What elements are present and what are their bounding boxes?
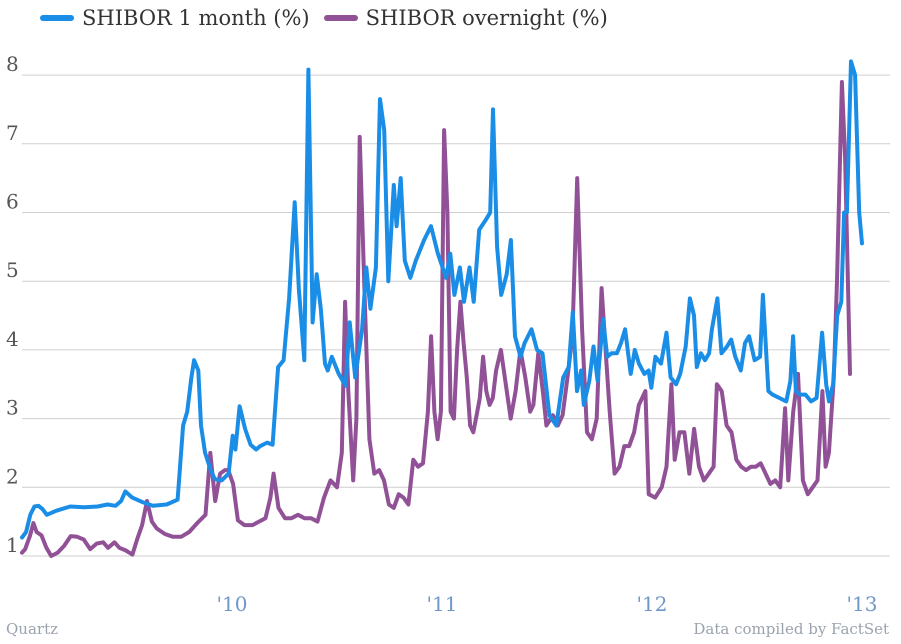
y-tick-label: 1: [6, 533, 19, 557]
y-axis-ticks: 1 2 3 4 5 6 7 8: [6, 52, 19, 557]
grid-lines: [22, 74, 890, 557]
legend-swatch-1month: [40, 15, 74, 21]
x-tick-label: '13: [847, 592, 878, 616]
legend-label-overnight: SHIBOR overnight (%): [365, 6, 608, 30]
x-tick-label: '12: [637, 592, 668, 616]
data-credit: Data compiled by FactSet: [693, 620, 889, 638]
legend-swatch-overnight: [323, 15, 358, 21]
y-tick-label: 4: [6, 327, 19, 351]
y-tick-label: 7: [6, 121, 19, 145]
x-tick-label: '10: [217, 592, 248, 616]
source-credit: Quartz: [6, 620, 59, 638]
legend: SHIBOR 1 month (%) SHIBOR overnight (%): [40, 6, 622, 30]
y-tick-label: 6: [6, 190, 19, 214]
legend-item-1month: SHIBOR 1 month (%): [40, 6, 310, 30]
y-tick-label: 2: [6, 464, 19, 488]
legend-item-overnight: SHIBOR overnight (%): [323, 6, 608, 30]
legend-label-1month: SHIBOR 1 month (%): [82, 6, 310, 30]
y-tick-label: 5: [6, 258, 19, 282]
y-tick-label: 8: [6, 52, 19, 76]
y-tick-label: 3: [6, 396, 19, 420]
x-tick-label: '11: [427, 592, 458, 616]
series-line-1month: [20, 59, 864, 540]
series-lines: [20, 59, 864, 558]
series-line-overnight: [20, 80, 852, 558]
x-axis-ticks: '10 '11 '12 '13: [217, 592, 878, 616]
